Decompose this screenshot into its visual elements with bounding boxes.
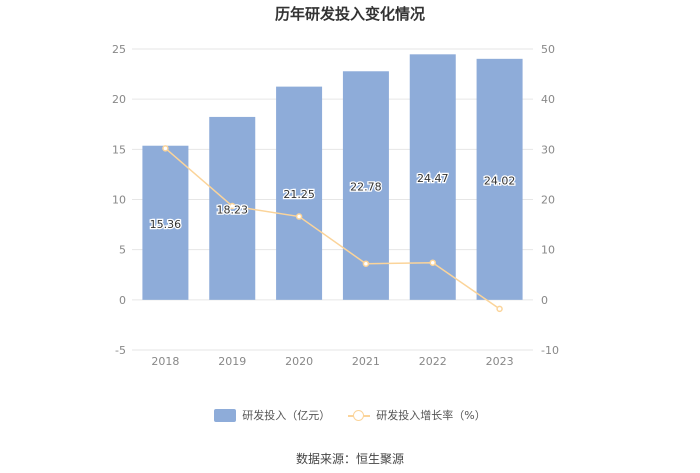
bar-data-label: 18.23 <box>217 203 249 216</box>
legend-line-swatch <box>348 409 371 422</box>
y-right-tick-label: -10 <box>541 344 559 357</box>
y-right-tick-label: 0 <box>541 294 548 307</box>
series-line <box>164 147 501 310</box>
y-left-tick-label: 25 <box>112 43 126 56</box>
y-right-tick-label: 30 <box>541 143 555 156</box>
y-left-tick-label: -5 <box>115 344 126 357</box>
x-tick-label: 2020 <box>285 355 313 368</box>
y-left-tick-label: 0 <box>119 294 126 307</box>
y-left-tick-label: 15 <box>112 143 126 156</box>
bar-data-label: 21.25 <box>283 188 315 201</box>
legend-bar-swatch <box>214 408 237 422</box>
x-tick-label: 2021 <box>352 355 380 368</box>
bar <box>409 54 456 300</box>
legend-item-bar[interactable]: 研发投入（亿元） <box>214 407 330 423</box>
bar <box>476 58 523 300</box>
bar-data-label: 24.02 <box>484 174 516 187</box>
data-source: 数据来源：恒生聚源 <box>295 452 404 466</box>
line-point <box>229 202 236 210</box>
line-point <box>429 259 436 266</box>
y-right-tick-label: 20 <box>541 194 555 207</box>
bar-data-label: 15.36 <box>150 218 182 231</box>
bar-data-label: 22.78 <box>350 181 382 194</box>
chart-legend: 研发投入（亿元） 研发投入增长率（%） <box>0 407 700 423</box>
line-point <box>496 305 503 313</box>
line-point <box>295 213 303 220</box>
legend-line-label: 研发投入增长率（%） <box>376 409 486 422</box>
line-point <box>162 145 169 152</box>
legend-item-line[interactable]: 研发投入增长率（%） <box>348 407 486 423</box>
y-left-tick-label: 20 <box>112 93 126 106</box>
y-right-tick-label: 50 <box>541 43 555 56</box>
bar-data-label: 24.47 <box>417 172 449 185</box>
y-right-tick-label: 10 <box>541 244 555 257</box>
chart-title: 历年研发投入变化情况 <box>274 5 425 23</box>
x-tick-label: 2023 <box>486 355 514 368</box>
bar <box>142 145 189 300</box>
y-right-tick-label: 40 <box>541 93 555 106</box>
y-left-tick-label: 10 <box>112 194 126 207</box>
legend-bar-label: 研发投入（亿元） <box>242 409 331 422</box>
x-tick-label: 2022 <box>419 355 447 368</box>
x-tick-label: 2018 <box>151 355 179 368</box>
x-tick-label: 2019 <box>218 355 246 368</box>
y-left-tick-label: 5 <box>119 244 126 257</box>
line-point <box>362 260 370 267</box>
bar <box>276 86 323 300</box>
